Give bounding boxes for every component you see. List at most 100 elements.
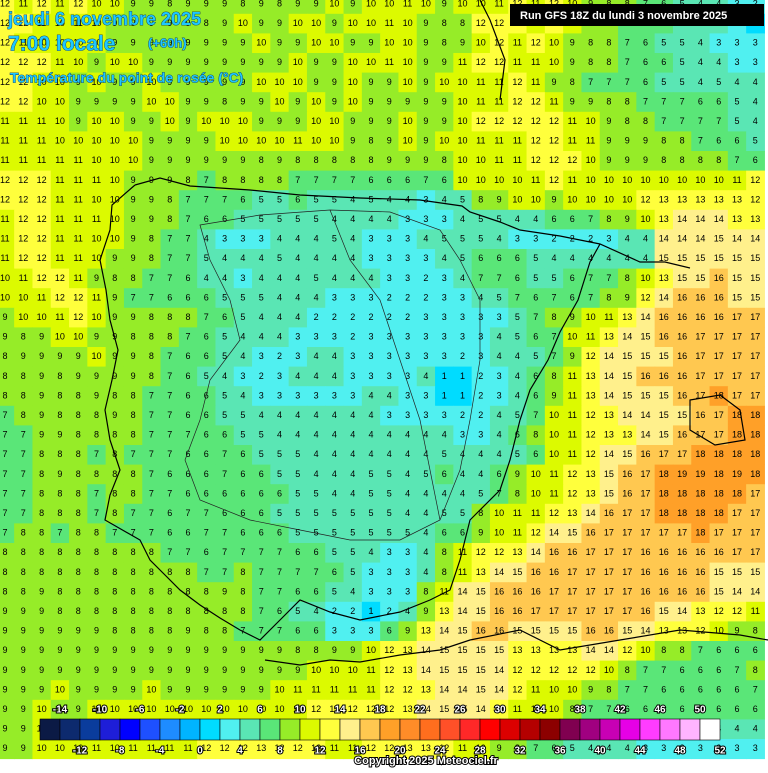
grid-value: 9 [350, 645, 355, 655]
grid-value: 17 [732, 312, 742, 322]
grid-value: 4 [478, 449, 483, 459]
field-cell [709, 229, 729, 250]
grid-value: 9 [39, 332, 44, 342]
grid-value: 3 [240, 371, 245, 381]
field-cell [581, 170, 601, 191]
grid-value: 10 [531, 488, 541, 498]
field-cell [123, 151, 143, 172]
grid-value: 9 [76, 626, 81, 636]
grid-value: 8 [643, 116, 648, 126]
field-cell [672, 111, 692, 132]
field-cell [526, 92, 546, 113]
grid-value: 9 [131, 0, 136, 8]
grid-value: 5 [350, 547, 355, 557]
grid-value: 7 [149, 508, 154, 518]
field-cell [288, 92, 308, 113]
grid-value: 10 [165, 116, 175, 126]
grid-value: 6 [533, 292, 538, 302]
grid-value: 10 [146, 704, 156, 714]
grid-value: 3 [295, 351, 300, 361]
field-cell [142, 131, 162, 152]
field-cell [416, 209, 436, 230]
grid-value: 12 [384, 665, 394, 675]
grid-value: 5 [277, 194, 282, 204]
grid-value: 10 [274, 704, 284, 714]
grid-value: 3 [259, 351, 264, 361]
grid-value: 10 [549, 704, 559, 714]
grid-value: 15 [567, 528, 577, 538]
grid-value: 11 [55, 312, 64, 322]
grid-value: 3 [368, 332, 373, 342]
colorbar-label: 52 [714, 746, 726, 757]
grid-value: 10 [238, 116, 248, 126]
grid-value: 15 [659, 410, 669, 420]
grid-value: 11 [403, 0, 412, 8]
grid-value: 2 [387, 292, 392, 302]
grid-value: 11 [293, 684, 302, 694]
grid-value: 18 [695, 449, 705, 459]
field-cell [288, 249, 308, 270]
grid-value: 7 [21, 488, 26, 498]
field-cell [526, 53, 546, 74]
grid-value: 12 [384, 684, 394, 694]
field-cell [69, 131, 88, 152]
grid-value: 16 [714, 292, 724, 302]
grid-value: 4 [753, 116, 758, 126]
grid-value: 4 [387, 214, 392, 224]
field-cell [435, 92, 454, 113]
grid-value: 18 [659, 508, 669, 518]
field-cell [252, 53, 271, 74]
field-cell [160, 72, 180, 93]
grid-value: 11 [385, 18, 394, 28]
grid-value: 11 [55, 253, 64, 263]
grid-value: 7 [149, 488, 154, 498]
field-cell [343, 33, 363, 54]
grid-value: 18 [750, 410, 760, 420]
field-cell [142, 249, 162, 270]
colorbar-swatch [679, 718, 701, 741]
grid-value: 10 [73, 57, 83, 67]
grid-value: 10 [604, 175, 614, 185]
grid-value: 3 [240, 234, 245, 244]
grid-value: 3 [405, 253, 410, 263]
field-cell [727, 209, 747, 230]
field-cell [654, 72, 674, 93]
grid-value: 17 [604, 567, 614, 577]
grid-value: 14 [586, 508, 596, 518]
grid-value: 11 [37, 116, 46, 126]
grid-value: 9 [57, 469, 62, 479]
grid-value: 14 [457, 684, 467, 694]
grid-value: 8 [240, 606, 245, 616]
grid-value: 3 [387, 273, 392, 283]
grid-value: 8 [76, 410, 81, 420]
grid-value: 12 [586, 665, 596, 675]
grid-value: 9 [332, 77, 337, 87]
grid-value: 9 [295, 38, 300, 48]
grid-value: 17 [714, 332, 724, 342]
grid-value: 7 [167, 488, 172, 498]
grid-value: 11 [74, 155, 83, 165]
grid-value: 6 [259, 528, 264, 538]
grid-value: 5 [332, 234, 337, 244]
grid-value: 5 [661, 38, 666, 48]
grid-value: 10 [366, 57, 376, 67]
grid-value: 5 [259, 214, 264, 224]
colorbar-swatch [639, 718, 661, 741]
grid-value: 8 [314, 645, 319, 655]
grid-value: 10 [457, 96, 467, 106]
field-cell [435, 111, 454, 132]
grid-value: 5 [222, 292, 227, 302]
grid-value: 7 [57, 528, 62, 538]
grid-value: 9 [277, 645, 282, 655]
grid-value: 13 [421, 684, 431, 694]
field-cell [746, 170, 765, 191]
grid-value: 7 [551, 332, 556, 342]
grid-value: 4 [405, 606, 410, 616]
grid-value: 12 [476, 547, 486, 557]
grid-value: 9 [131, 684, 136, 694]
grid-value: 9 [39, 351, 44, 361]
colorbar-swatch [599, 718, 621, 741]
grid-value: 8 [368, 136, 373, 146]
grid-value: 12 [384, 645, 394, 655]
grid-value: 9 [112, 645, 117, 655]
